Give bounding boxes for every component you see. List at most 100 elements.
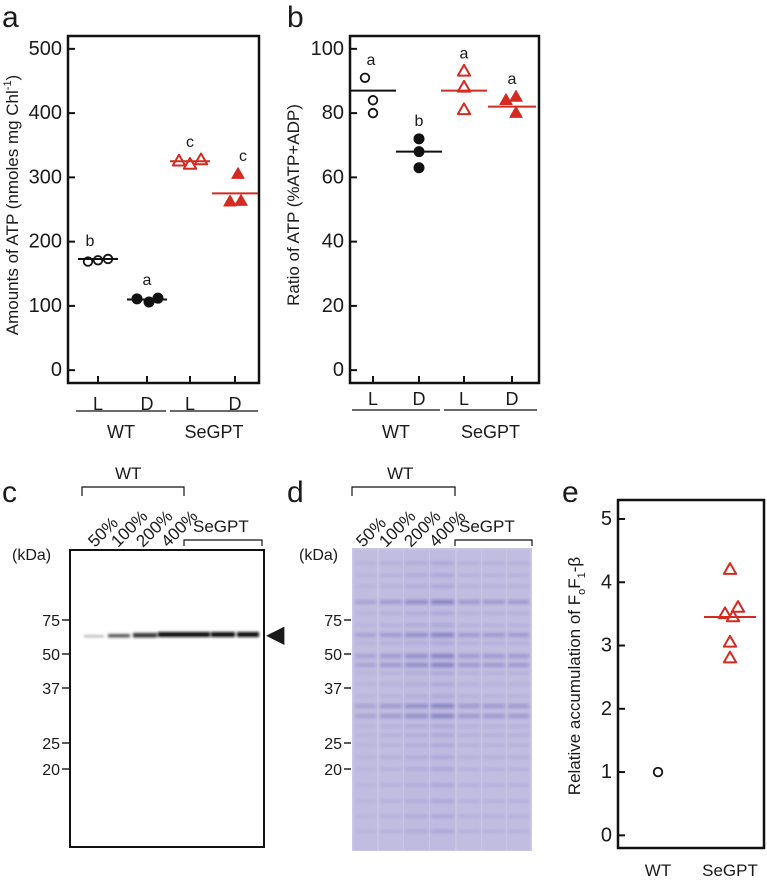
d-band-1-7	[380, 642, 402, 645]
b-point-3-2	[509, 106, 523, 118]
panel-d-markers: 75 50 37 25 20	[324, 613, 351, 779]
d-band-1-21	[380, 800, 402, 803]
d-band-4-18	[458, 756, 480, 759]
d-band-4-9	[458, 663, 480, 667]
panel-e-label: e	[562, 476, 579, 509]
band-c-100	[108, 634, 130, 638]
d-band-1-6	[380, 633, 402, 637]
d-band-6-13	[508, 704, 529, 708]
d-band-4-11	[458, 683, 480, 686]
d-band-4-8	[458, 654, 480, 658]
d-band-0-15	[355, 725, 376, 728]
a-group-label-1: SeGPT	[184, 422, 243, 442]
c-marker-label-3: 25	[42, 736, 60, 753]
d-band-1-8	[380, 654, 402, 658]
d-band-6-7	[508, 642, 529, 645]
d-band-2-23	[405, 830, 428, 833]
a-point-0-1	[92, 255, 104, 266]
d-band-6-2	[508, 585, 529, 588]
d-band-6-20	[508, 784, 529, 787]
d-band-0-1	[355, 574, 376, 577]
a-point-3-0	[231, 167, 245, 179]
d-band-3-10	[431, 672, 454, 675]
d-band-0-22	[355, 815, 376, 818]
d-band-2-3	[405, 600, 428, 604]
d-band-6-1	[508, 574, 529, 577]
b-group-label-0: WT	[382, 422, 410, 442]
d-band-6-19	[508, 768, 529, 771]
b-ytick-label-4: 80	[322, 102, 344, 124]
d-band-1-11	[380, 683, 402, 686]
b-point-3-1	[499, 93, 513, 105]
a-ytick-label-2: 200	[29, 231, 62, 253]
a-letter-0: b	[86, 233, 95, 250]
d-band-0-14	[355, 714, 376, 718]
d-band-4-20	[458, 784, 480, 787]
d-band-0-16	[355, 734, 376, 737]
b-group-label-1: SeGPT	[461, 422, 520, 442]
d-band-5-19	[483, 768, 505, 771]
panel-e-y-axis-label: Relative accumulation of FoF1-β	[565, 557, 588, 796]
d-marker-label-0: 75	[324, 613, 342, 630]
panel-e-x-axis: WT SeGPT	[645, 861, 758, 880]
d-band-2-7	[405, 642, 428, 645]
d-band-3-8	[431, 654, 454, 658]
a-ytick-label-5: 500	[29, 38, 62, 60]
d-band-3-23	[431, 830, 454, 833]
d-band-3-22	[431, 815, 454, 818]
d-lane-6	[507, 550, 530, 850]
d-marker-label-4: 20	[324, 762, 342, 779]
d-band-3-0	[431, 562, 454, 565]
d-band-2-2	[405, 585, 428, 588]
d-band-2-11	[405, 683, 428, 686]
d-marker-label-1: 50	[324, 647, 342, 664]
d-band-5-15	[483, 725, 505, 728]
d-band-0-8	[355, 654, 376, 658]
d-band-6-16	[508, 734, 529, 737]
panel-c-arrow: ◀	[266, 621, 285, 648]
a-xtick-label-3: D	[229, 394, 242, 414]
panel-c-markers: 75 50 37 25 20	[42, 613, 69, 779]
a-ytick-label-3: 300	[29, 166, 62, 188]
d-band-5-14	[483, 714, 505, 718]
panel-b-y-axis-label: Ratio of ATP (%ATP+ADP)	[284, 104, 303, 306]
d-band-3-18	[431, 756, 454, 759]
a-point-3-1	[223, 194, 237, 207]
d-band-6-0	[508, 562, 529, 565]
d-band-1-5	[380, 624, 402, 627]
d-band-2-21	[405, 800, 428, 803]
d-marker-label-3: 25	[324, 736, 342, 753]
b-point-0-0	[359, 72, 371, 83]
d-band-4-22	[458, 815, 480, 818]
a-point-2-1	[182, 157, 198, 170]
d-band-5-0	[483, 562, 505, 565]
d-band-6-11	[508, 683, 529, 686]
panel-c-kda-label: (kDa)	[12, 547, 51, 564]
d-band-4-7	[458, 642, 480, 645]
d-band-3-11	[431, 683, 454, 686]
b-ytick-label-3: 60	[322, 166, 344, 188]
d-band-3-12	[431, 695, 454, 698]
d-band-2-6	[405, 633, 428, 637]
d-band-3-2	[431, 585, 454, 588]
d-band-0-11	[355, 683, 376, 686]
d-band-1-3	[380, 600, 402, 604]
d-band-4-0	[458, 562, 480, 565]
d-band-1-12	[380, 695, 402, 698]
d-band-3-1	[431, 574, 454, 577]
e-ytick-label-2: 2	[601, 698, 612, 720]
d-band-0-6	[355, 633, 376, 637]
d-band-2-1	[405, 574, 428, 577]
d-band-3-7	[431, 642, 454, 645]
d-band-4-19	[458, 768, 480, 771]
d-band-2-4	[405, 612, 428, 615]
d-band-6-22	[508, 815, 529, 818]
a-point-1-2	[152, 292, 164, 304]
d-band-0-21	[355, 800, 376, 803]
panel-a-y-axis: 0 100 200 300 400 500	[29, 38, 75, 381]
a-ytick-label-4: 400	[29, 102, 62, 124]
d-band-5-7	[483, 642, 505, 645]
d-band-5-12	[483, 695, 505, 698]
d-band-5-22	[483, 815, 505, 818]
d-band-5-1	[483, 574, 505, 577]
